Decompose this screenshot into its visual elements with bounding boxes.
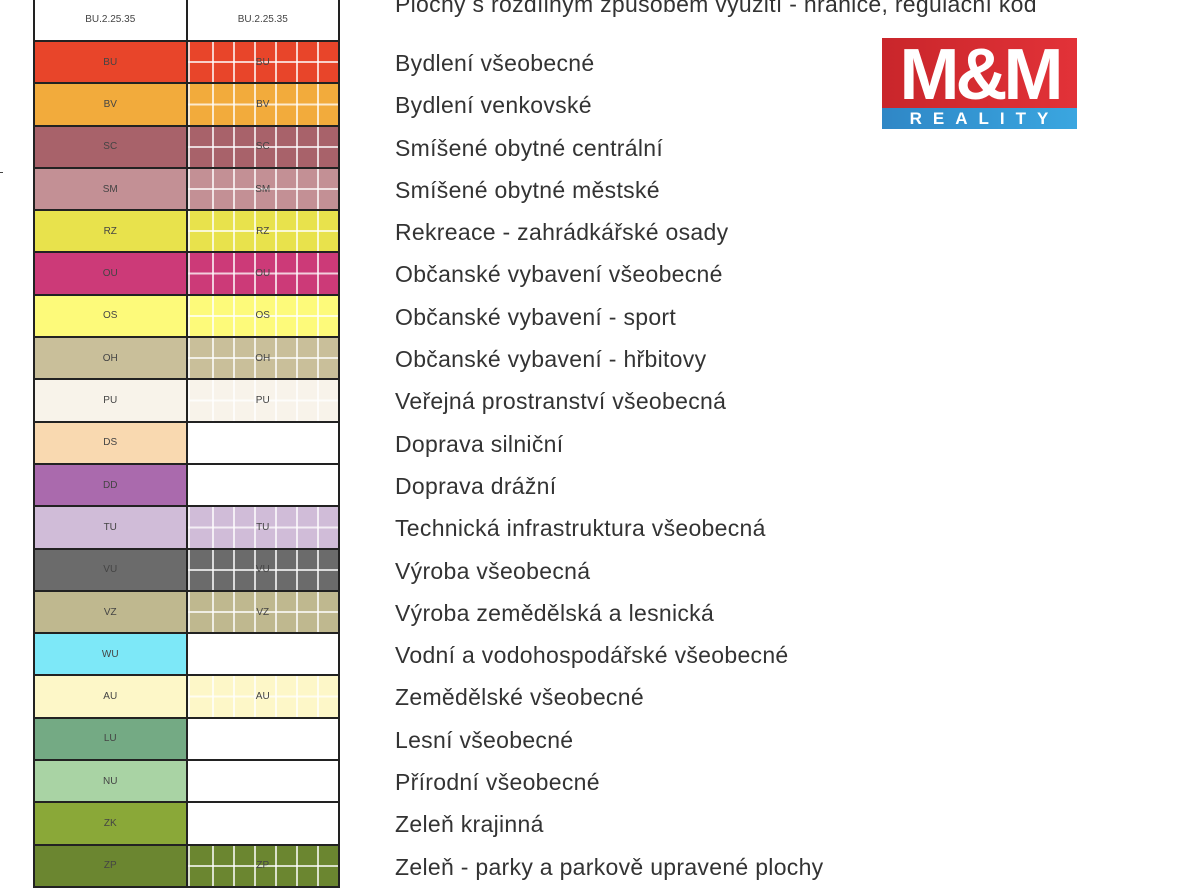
hatched-swatch: OS xyxy=(187,295,338,337)
legend-row-oh: OH OH xyxy=(35,338,338,381)
hatched-swatch xyxy=(188,761,339,801)
logo-text: REALITY xyxy=(882,108,1077,129)
tick-mark xyxy=(0,172,3,173)
hatched-swatch: PU xyxy=(187,380,338,421)
legend-row-ou: OU OU xyxy=(35,253,338,296)
legend-label: Výroba všeobecná xyxy=(395,557,591,584)
color-swatch: DS xyxy=(35,422,188,463)
hatched-swatch: VU xyxy=(187,549,338,590)
legend-label: Rekreace - zahrádkářské osady xyxy=(395,219,729,246)
header-code-left: BU.2.25.35 xyxy=(35,0,188,40)
legend-row-vz: VZ VZ xyxy=(35,591,338,635)
legend-row-bu: BU BU xyxy=(35,42,338,85)
legend-label: Zeleň - parky a parkově upravené plochy xyxy=(395,853,824,880)
hatched-swatch xyxy=(188,634,339,674)
color-swatch: ZP xyxy=(35,845,188,886)
hatched-swatch: AU xyxy=(187,676,338,717)
color-swatch: AU xyxy=(35,676,188,717)
legend-label: Výroba zemědělská a lesnická xyxy=(395,599,715,626)
hatched-swatch: OU xyxy=(187,253,338,294)
legend-label: Občanské vybavení všeobecné xyxy=(395,261,723,288)
color-swatch: OS xyxy=(35,295,188,337)
legend-label: Přírodní všeobecné xyxy=(395,769,600,796)
legend-label: Smíšené obytné městské xyxy=(395,176,660,203)
color-swatch: TU xyxy=(35,507,188,548)
legend-label: Zemědělské všeobecné xyxy=(395,684,644,711)
legend-row-zk: ZK xyxy=(35,803,339,846)
hatched-swatch: VZ xyxy=(187,591,338,633)
color-swatch: DD xyxy=(35,464,188,506)
color-swatch: NU xyxy=(35,761,188,802)
legend-row-sc: SC SC xyxy=(35,126,338,169)
legend-row-bv: BV BV xyxy=(35,84,338,127)
legend-row-tu: TU TU xyxy=(35,507,338,550)
color-swatch: VU xyxy=(35,549,188,590)
legend-label: Občanské vybavení - hřbitovy xyxy=(395,346,707,373)
legend-label: Vodní a vodohospodářské všeobecné xyxy=(395,642,789,669)
legend-row-dd: DD xyxy=(35,464,339,508)
legend-row-lu: LU xyxy=(35,718,339,762)
hatched-swatch xyxy=(188,803,339,843)
hatched-swatch: RZ xyxy=(187,211,338,252)
legend-header-row: BU.2.25.35 BU.2.25.35 xyxy=(35,0,338,42)
legend-label: Smíšené obytné centrální xyxy=(395,134,664,161)
mm-reality-logo: M&M REALITY xyxy=(882,38,1077,129)
color-swatch: PU xyxy=(35,380,188,421)
legend-row-au: AU AU xyxy=(35,676,338,719)
legend-row-sm: SM SM xyxy=(35,168,338,212)
hatched-swatch: OH xyxy=(187,338,338,379)
legend-table: BU.2.25.35 BU.2.25.35 BU BU BV BV SC SC SM SM RZ… xyxy=(33,0,340,888)
color-swatch: SM xyxy=(35,168,188,210)
hatched-swatch: BU xyxy=(187,42,338,83)
hatched-swatch: SM xyxy=(187,168,338,210)
hatched-swatch: TU xyxy=(187,507,338,548)
color-swatch: BU xyxy=(35,42,188,83)
legend-label: Technická infrastruktura všeobecná xyxy=(395,515,766,542)
legend-row-nu: NU xyxy=(35,761,339,804)
legend-row-wu: WU xyxy=(35,634,339,677)
legend-label: Bydlení venkovské xyxy=(395,92,592,119)
color-swatch: SC xyxy=(35,126,188,167)
legend-label: Doprava drážní xyxy=(395,472,557,499)
legend-label: Zeleň krajinná xyxy=(395,811,544,838)
legend-label: Bydlení všeobecné xyxy=(395,50,595,76)
legend-label: Lesní všeobecné xyxy=(395,726,574,753)
color-swatch: WU xyxy=(35,634,188,675)
color-swatch: LU xyxy=(35,718,188,760)
hatched-swatch: ZP xyxy=(187,845,338,886)
legend-row-pu: PU PU xyxy=(35,380,338,423)
hatched-swatch xyxy=(188,465,339,505)
legend-label: Občanské vybavení - sport xyxy=(395,303,677,330)
hatched-swatch xyxy=(188,423,339,463)
legend-row-vu: VU VU xyxy=(35,549,338,592)
color-swatch: OU xyxy=(35,253,188,294)
color-swatch: VZ xyxy=(35,591,188,633)
color-swatch: OH xyxy=(35,338,188,379)
header-label: Plochy s rozdílným způsobem využití - hr… xyxy=(395,0,1037,17)
legend-labels: Plochy s rozdílným způsobem využití - hr… xyxy=(395,0,1037,888)
legend-label: Veřejná prostranství všeobecná xyxy=(395,388,727,415)
color-swatch: RZ xyxy=(35,211,188,252)
logo-mark: M&M xyxy=(882,38,1077,108)
legend-row-os: OS OS xyxy=(35,295,338,339)
color-swatch: BV xyxy=(35,84,188,125)
legend-row-zp: ZP ZP xyxy=(35,845,338,888)
color-swatch: ZK xyxy=(35,803,188,844)
hatched-swatch: BV xyxy=(187,84,338,125)
hatched-swatch: SC xyxy=(187,126,338,167)
legend-label: Doprava silniční xyxy=(395,430,564,457)
legend-row-ds: DS xyxy=(35,422,339,465)
header-code-right: BU.2.25.35 xyxy=(237,14,288,25)
legend-row-rz: RZ RZ xyxy=(35,211,338,254)
hatched-swatch xyxy=(188,719,339,759)
